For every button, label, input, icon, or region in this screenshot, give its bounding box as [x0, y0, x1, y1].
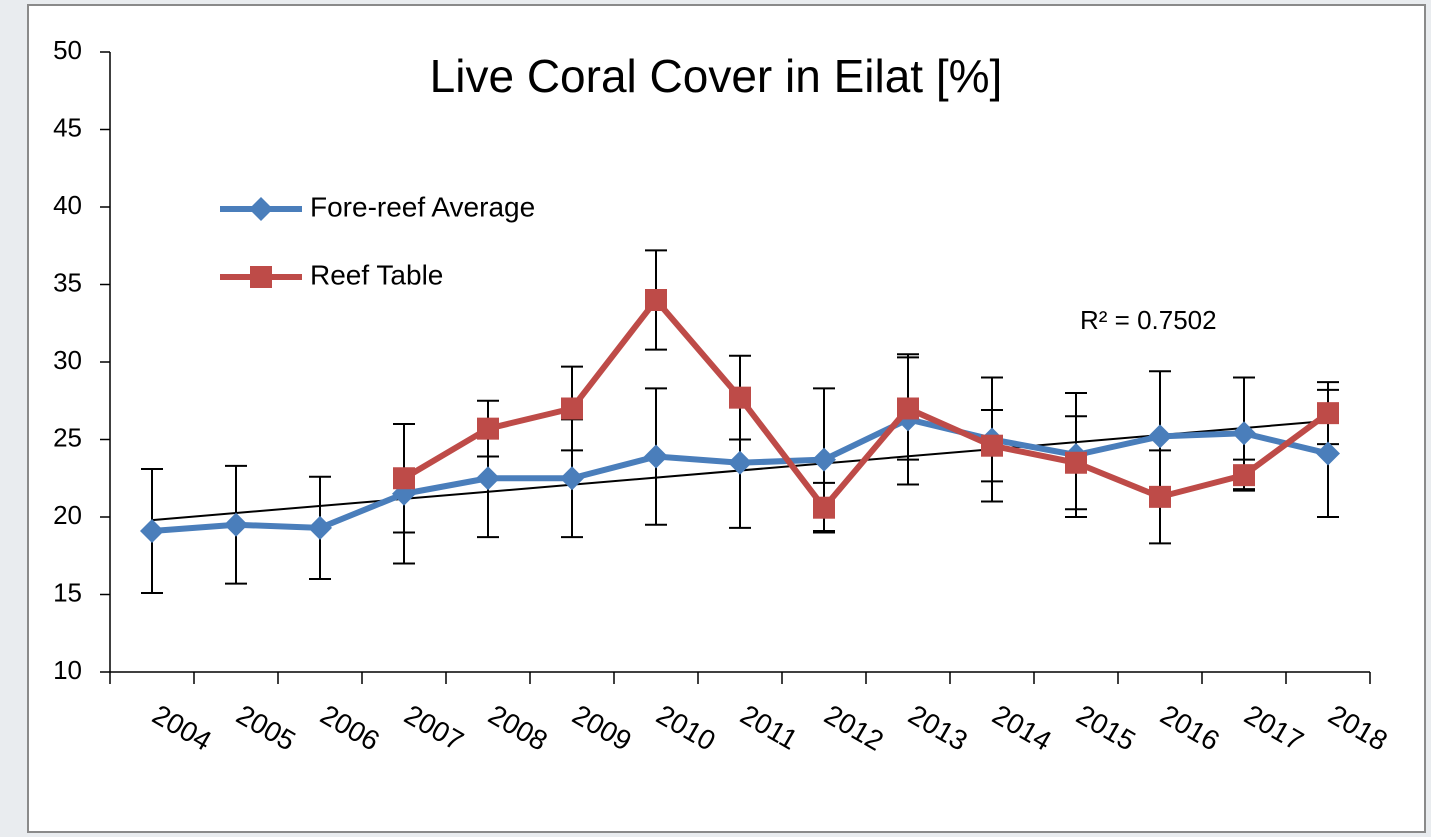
- legend-marker: [249, 197, 273, 221]
- chart-title: Live Coral Cover in Eilat [%]: [430, 50, 1003, 102]
- data-point: [897, 397, 919, 420]
- data-point: [645, 289, 667, 311]
- y-tick-label: 15: [53, 577, 82, 607]
- data-point: [1233, 464, 1255, 487]
- data-point: [1317, 402, 1339, 425]
- data-point: [812, 447, 836, 472]
- data-point: [813, 496, 835, 519]
- legend-label: Fore-reef Average: [310, 191, 535, 222]
- y-tick-label: 35: [53, 267, 82, 297]
- data-point: [140, 518, 164, 543]
- legend-marker: [250, 266, 272, 288]
- legend-label: Reef Table: [310, 259, 443, 290]
- data-point: [1149, 485, 1171, 508]
- y-tick-label: 10: [53, 655, 82, 685]
- data-point: [981, 434, 1003, 457]
- series-line: [402, 297, 1330, 511]
- data-point: [1232, 421, 1256, 446]
- y-tick-label: 45: [53, 112, 82, 142]
- y-tick-label: 25: [53, 422, 82, 452]
- data-point: [728, 450, 752, 475]
- y-tick-label: 40: [53, 190, 82, 220]
- data-point: [393, 467, 415, 490]
- data-point: [1065, 451, 1087, 474]
- data-point: [644, 444, 668, 469]
- y-tick-label: 50: [53, 35, 82, 65]
- chart-area: [27, 4, 1426, 833]
- trendline-label: R² = 0.7502: [1080, 305, 1217, 335]
- data-point: [560, 466, 584, 491]
- data-point: [561, 397, 583, 420]
- data-point: [729, 386, 751, 409]
- data-point: [1148, 424, 1172, 449]
- data-point: [224, 512, 248, 537]
- data-point: [476, 466, 500, 491]
- data-point: [308, 515, 332, 540]
- data-point: [477, 417, 499, 440]
- data-point: [1316, 441, 1340, 466]
- y-tick-label: 30: [53, 345, 82, 375]
- y-tick-label: 20: [53, 500, 82, 530]
